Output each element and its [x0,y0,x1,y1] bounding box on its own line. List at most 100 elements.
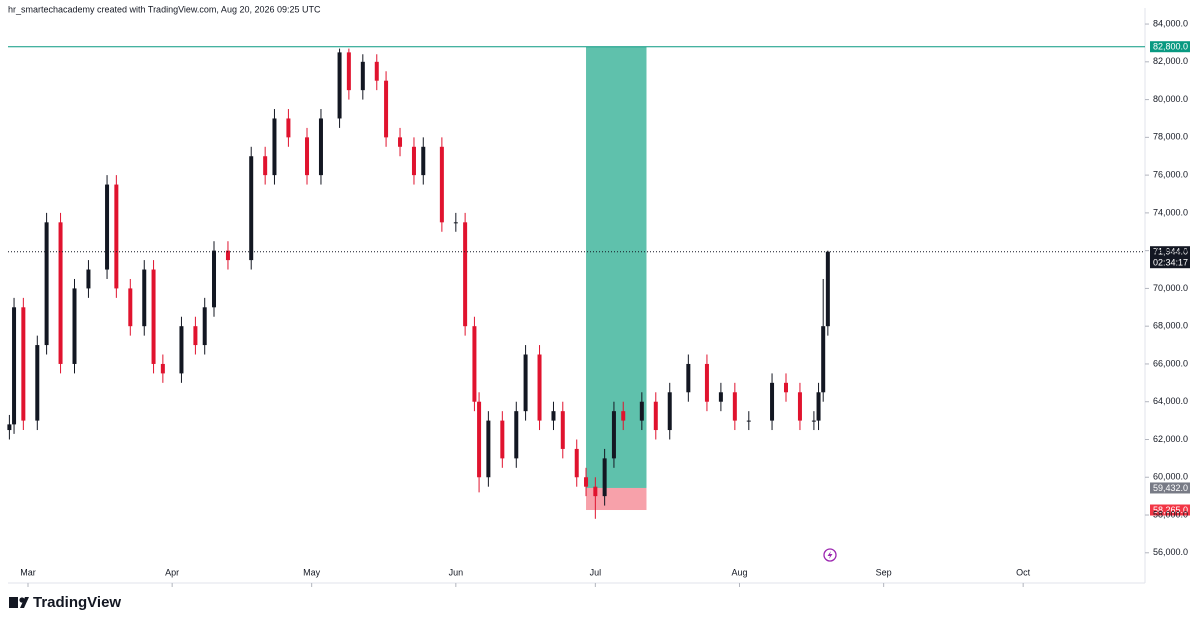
candle-body [421,146,426,176]
x-tick-label: Apr [165,567,179,577]
candle-body [12,307,17,425]
candle-body [384,80,389,138]
candle-body [398,137,403,147]
candle-body [686,363,691,393]
y-tick-label: 72,000.0 [1153,245,1188,255]
y-tick-label: 80,000.0 [1153,94,1188,104]
candle-body [318,118,323,176]
level-label: 71,944.0 [1153,247,1188,257]
y-tick-label: 56,000.0 [1153,547,1188,557]
candle-body [667,392,672,431]
candle-body [551,411,556,421]
y-tick-label: 64,000.0 [1153,396,1188,406]
candle-body [621,411,626,421]
candle-body [463,222,468,327]
candle-body [142,269,147,327]
candle-body [746,420,751,422]
candle-body [337,52,342,119]
candle-body [225,250,230,261]
candle-body [35,345,40,421]
flash-icon [823,548,837,562]
candle-body [193,326,198,346]
candle-body [202,307,207,346]
candle-body [179,326,184,374]
header: hr_smartechacademy created with TradingV… [8,4,321,14]
loss-zone [586,487,647,511]
candle-body [44,222,49,346]
y-tick-label: 82,000.0 [1153,56,1188,66]
candle-body [811,420,816,422]
candle-body [114,184,119,289]
candle-body [305,137,310,176]
candle-body [272,118,277,176]
candle-body [411,146,416,176]
candle-body [374,61,379,81]
candle-body [453,222,458,224]
candle-body [21,307,26,421]
candle-body [477,401,482,478]
level-label: 58,265.0 [1153,505,1188,515]
candle-body [7,424,12,431]
candle-body [472,326,477,402]
candle-body [86,269,91,289]
y-tick-label: 84,000.0 [1153,18,1188,28]
y-tick-label: 70,000.0 [1153,283,1188,293]
y-tick-label: 74,000.0 [1153,207,1188,217]
candle-body [797,392,802,421]
logo-mark [9,597,18,608]
overlay: 82,800.0 71,944.002:34:17 59,432.0 58,265.0 [8,41,1190,516]
candle-body [263,156,268,176]
candle-body [537,354,542,421]
candle-body [821,326,826,393]
brand: TradingView [33,594,121,611]
y-tick-label: 76,000.0 [1153,169,1188,179]
candle-body [286,118,291,138]
candle-body [128,288,133,327]
countdown: 02:34:17 [1153,258,1188,268]
candle-body [360,61,365,91]
logo-mark [20,597,29,608]
candle-body [783,382,788,393]
candle-body [58,222,63,364]
y-tick-label: 58,000.0 [1153,509,1188,519]
candle-body [574,448,579,478]
candle-body [816,392,821,421]
y-tick-label: 60,000.0 [1153,472,1188,482]
plot [7,46,830,519]
y-tick-label: 68,000.0 [1153,321,1188,331]
x-tick-label: Jun [449,567,464,577]
candle-body [639,401,644,421]
candle-body [151,269,156,364]
profit-zone [586,46,647,488]
icon-bolt [827,551,833,559]
y-tick-label: 62,000.0 [1153,434,1188,444]
candle-body [439,146,444,223]
candle-body [770,382,775,421]
candle-body [732,392,737,421]
level-label-box [1150,504,1190,516]
x-tick-label: Mar [20,567,36,577]
candle-body [486,420,491,478]
candle-body [611,411,616,459]
x-tick-label: Sep [876,567,892,577]
x-tick-label: May [303,567,321,577]
candle-body [825,251,830,327]
candle-body [584,477,589,487]
level-label: 82,800.0 [1153,42,1188,52]
level-label: 59,432.0 [1153,483,1188,493]
level-label-box [1150,41,1190,53]
candle-body [560,411,565,449]
candle-body [653,401,658,431]
candle-body [346,52,351,91]
candle-body [593,486,598,497]
candle-body [523,354,528,412]
x-tick-label: Aug [731,567,747,577]
icon-ring [823,548,837,562]
candle-body [718,392,723,402]
candle-body [249,156,254,261]
y-tick-label: 78,000.0 [1153,132,1188,142]
level-label-box [1150,246,1190,269]
candle-body [500,420,505,459]
level-label-box [1150,482,1190,494]
